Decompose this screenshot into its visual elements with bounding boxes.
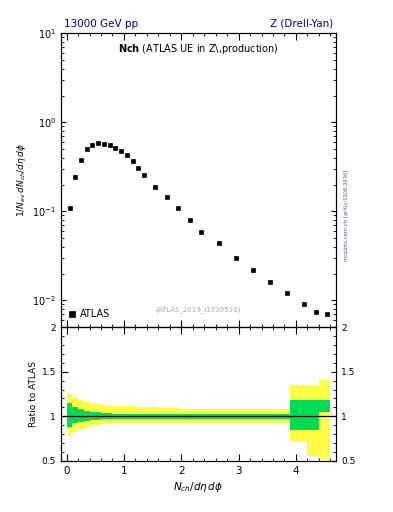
ATLAS (141, 172, 146, 178)
ATLAS (84, 146, 89, 152)
Text: mcplots.cern.ch [arXiv:1306.3436]: mcplots.cern.ch [arXiv:1306.3436] (344, 169, 349, 261)
Y-axis label: $1/N_{ev}\,dN_{ch}/d\eta\,d\phi$: $1/N_{ev}\,dN_{ch}/d\eta\,d\phi$ (15, 143, 28, 218)
ATLAS (325, 311, 330, 317)
X-axis label: $N_{ch}/d\eta\,d\phi$: $N_{ch}/d\eta\,d\phi$ (173, 480, 224, 494)
ATLAS (67, 205, 72, 211)
ATLAS (119, 147, 123, 154)
ATLAS (233, 255, 238, 261)
ATLAS (153, 183, 158, 189)
ATLAS (79, 157, 83, 163)
ATLAS (73, 174, 77, 180)
ATLAS (96, 140, 101, 146)
ATLAS (101, 141, 106, 147)
ATLAS (216, 240, 221, 246)
ATLAS (314, 308, 318, 314)
ATLAS (113, 144, 118, 151)
ATLAS (125, 152, 129, 158)
Y-axis label: Ratio to ATLAS: Ratio to ATLAS (29, 361, 37, 427)
Text: Z (Drell-Yan): Z (Drell-Yan) (270, 19, 333, 29)
ATLAS (90, 142, 95, 148)
ATLAS (268, 279, 272, 285)
Text: $\mathbf{Nch}$ (ATLAS UE in Z\,production): $\mathbf{Nch}$ (ATLAS UE in Z\,productio… (118, 42, 279, 56)
ATLAS (136, 164, 141, 170)
ATLAS (251, 267, 255, 273)
Text: 13000 GeV pp: 13000 GeV pp (64, 19, 138, 29)
Legend: ATLAS: ATLAS (66, 307, 114, 323)
Text: (ATLAS_2019_I1736531): (ATLAS_2019_I1736531) (156, 306, 241, 312)
ATLAS (107, 142, 112, 148)
ATLAS (302, 302, 307, 308)
ATLAS (176, 205, 181, 211)
ATLAS (130, 158, 135, 164)
ATLAS (187, 217, 192, 223)
ATLAS (199, 229, 204, 236)
ATLAS (165, 194, 169, 200)
Line: ATLAS: ATLAS (67, 141, 330, 316)
ATLAS (285, 290, 290, 296)
